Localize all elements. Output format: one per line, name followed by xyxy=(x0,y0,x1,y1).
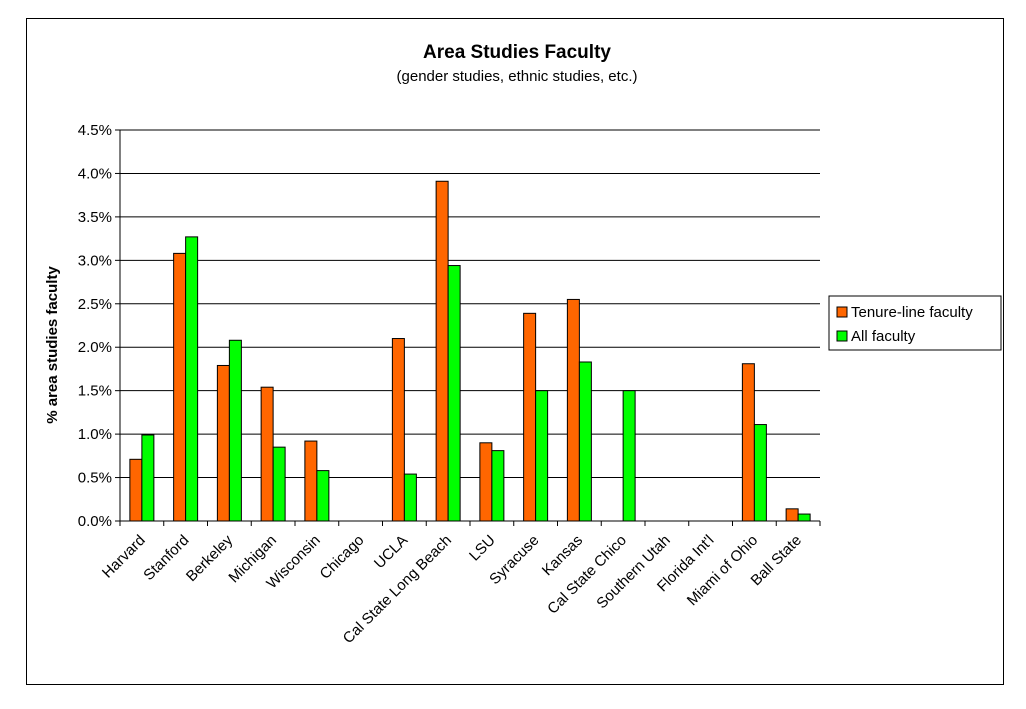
y-tick-label: 1.0% xyxy=(78,426,112,443)
x-category-labels: HarvardStanfordBerkeleyMichiganWisconsin… xyxy=(99,531,805,647)
category-label: UCLA xyxy=(371,532,411,572)
bar-all-7 xyxy=(447,265,461,522)
chart-frame: Area Studies Faculty (gender studies, et… xyxy=(26,18,1004,685)
y-tick-label: 0.0% xyxy=(78,513,112,530)
bar-tenure-2 xyxy=(216,364,230,522)
y-tick-label: 4.0% xyxy=(78,165,112,182)
y-tick-label: 2.5% xyxy=(78,296,112,313)
bar-all-9 xyxy=(535,390,549,522)
bars xyxy=(129,180,811,522)
bar-tenure-10 xyxy=(566,298,580,522)
bar-tenure-14 xyxy=(741,363,755,522)
bar-all-6 xyxy=(403,473,417,522)
legend-box xyxy=(828,295,1002,351)
legend: Tenure-line faculty All faculty xyxy=(828,295,1002,351)
bar-all-1 xyxy=(185,236,199,522)
category-label: Chicago xyxy=(317,532,368,583)
legend-label-all: All faculty xyxy=(851,328,916,345)
bar-tenure-1 xyxy=(173,252,187,522)
bar-tenure-0 xyxy=(129,458,143,522)
y-tick-label: 0.5% xyxy=(78,470,112,487)
bar-all-3 xyxy=(272,446,286,522)
axes xyxy=(119,130,821,526)
y-tick-label: 3.0% xyxy=(78,252,112,269)
y-axis-label: % area studies faculty xyxy=(44,266,61,424)
legend-swatch-all xyxy=(836,330,848,342)
legend-label-tenure: Tenure-line faculty xyxy=(851,304,973,321)
y-tick-label: 4.5% xyxy=(78,122,112,139)
category-label: Cal State Chico xyxy=(544,532,630,618)
category-label: LSU xyxy=(466,532,499,565)
bar-all-2 xyxy=(228,339,242,522)
bar-tenure-15 xyxy=(785,508,799,522)
bar-chart: Area Studies Faculty (gender studies, et… xyxy=(44,42,1002,647)
y-tick-label: 2.0% xyxy=(78,339,112,356)
y-tick-label: 3.5% xyxy=(78,209,112,226)
legend-swatch-tenure xyxy=(836,306,848,318)
bar-all-0 xyxy=(141,434,155,522)
bar-tenure-3 xyxy=(260,386,274,522)
bar-tenure-9 xyxy=(523,312,537,522)
bar-all-14 xyxy=(753,424,767,522)
bar-tenure-6 xyxy=(391,338,405,522)
y-tick-label: 1.5% xyxy=(78,383,112,400)
bar-all-10 xyxy=(578,361,592,522)
chart-title: Area Studies Faculty xyxy=(423,42,611,63)
bar-all-15 xyxy=(797,513,811,522)
bar-tenure-4 xyxy=(304,440,318,522)
bar-tenure-7 xyxy=(435,180,449,522)
bar-all-11 xyxy=(622,390,636,522)
bar-tenure-8 xyxy=(479,442,493,522)
bar-all-8 xyxy=(491,450,505,522)
chart-subtitle: (gender studies, ethnic studies, etc.) xyxy=(397,68,638,85)
y-tick-labels: 0.0% 0.5% 1.0% 1.5% 2.0% 2.5% 3.0% 3.5% 4.0% 4.5% xyxy=(78,122,112,530)
bar-all-4 xyxy=(316,470,330,522)
